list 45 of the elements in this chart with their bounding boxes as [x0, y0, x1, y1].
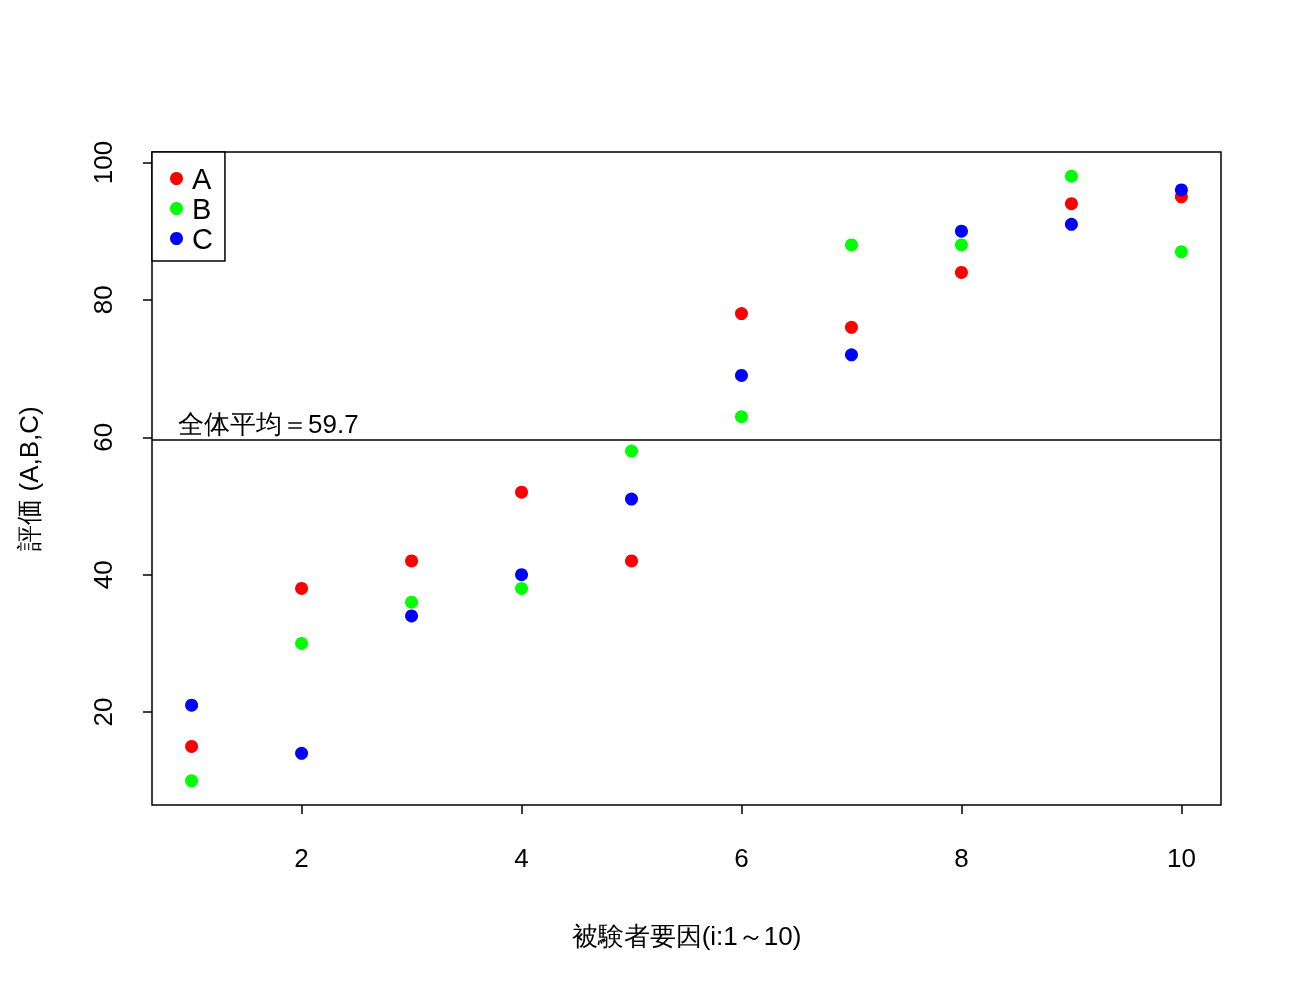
- point: [295, 581, 309, 595]
- point: [954, 265, 968, 279]
- y-tick-label: 100: [88, 140, 118, 185]
- y-tick-label: 40: [88, 560, 118, 590]
- point: [1174, 183, 1188, 197]
- x-tick-label: 4: [514, 843, 529, 873]
- point: [515, 568, 529, 582]
- point: [844, 238, 858, 252]
- ref-line-label: 全体平均＝59.7: [178, 409, 359, 440]
- point: [954, 238, 968, 252]
- point: [844, 320, 858, 334]
- point: [844, 348, 858, 362]
- point: [185, 698, 199, 712]
- point: [735, 307, 748, 321]
- x-tick-label: 6: [734, 843, 749, 873]
- x-tick-label: 2: [294, 843, 309, 873]
- point: [295, 636, 309, 650]
- point: [735, 410, 748, 424]
- point: [185, 774, 199, 788]
- point: [515, 581, 529, 595]
- point: [625, 554, 639, 568]
- point: [185, 739, 199, 753]
- point: [1174, 245, 1188, 259]
- point: [954, 224, 968, 238]
- y-tick-label: 80: [88, 285, 118, 315]
- x-tick-label: 10: [1166, 843, 1196, 873]
- x-axis-title: 被験者要因(i:1～10): [571, 921, 802, 951]
- x-tick-label: 8: [954, 843, 969, 873]
- y-tick-label: 20: [88, 697, 118, 727]
- point: [405, 609, 419, 623]
- point: [1064, 197, 1078, 211]
- point: [625, 492, 639, 506]
- y-axis-title: 評価 (A,B,C): [14, 406, 44, 551]
- y-tick-label: 60: [88, 422, 118, 452]
- legend-label: C: [192, 222, 213, 255]
- point: [405, 554, 419, 568]
- point: [295, 746, 309, 760]
- point: [515, 485, 529, 499]
- point: [625, 444, 639, 458]
- legend-label: B: [192, 192, 212, 225]
- point: [405, 595, 419, 609]
- point: [1064, 217, 1078, 231]
- point: [1064, 169, 1078, 183]
- point: [735, 368, 748, 382]
- legend-label: A: [192, 162, 212, 195]
